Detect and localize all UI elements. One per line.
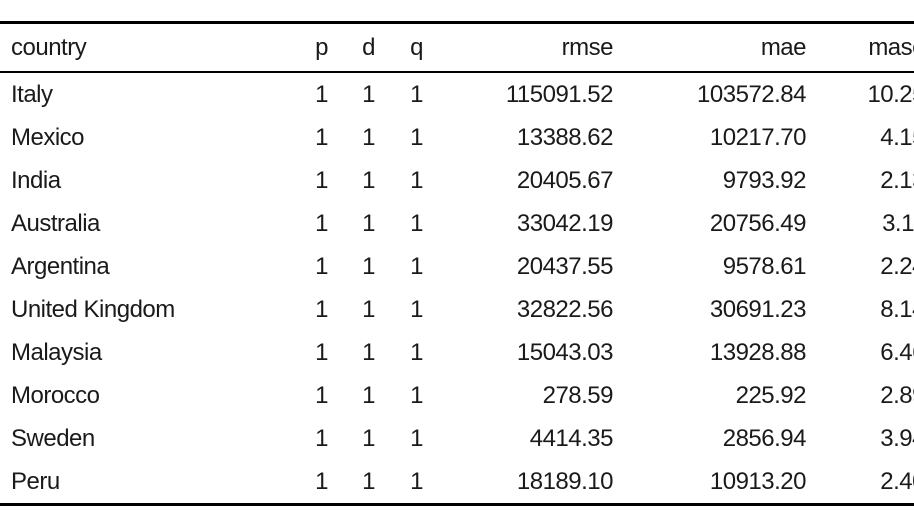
header-country: country: [11, 33, 87, 61]
header-mae: mae: [760, 33, 807, 61]
header-mase: mase: [868, 33, 914, 61]
cell-q: 1: [410, 338, 423, 366]
cell-q: 1: [410, 424, 423, 452]
cell-mase: 2.24: [880, 252, 914, 280]
cell-rmse: 4414.35: [529, 424, 614, 452]
cell-mae: 2856.94: [722, 424, 807, 452]
cell-mae: 225.92: [735, 381, 807, 409]
results-table-container: country p d q rmse mae mase Italy 1 1 1 …: [0, 21, 914, 506]
cell-rmse: 32822.56: [516, 295, 614, 323]
table-row: United Kingdom 1 1 1 32822.56 30691.23 8…: [0, 288, 914, 331]
cell-p: 1: [315, 467, 328, 495]
header-d: d: [362, 33, 375, 61]
cell-d: 1: [362, 338, 375, 366]
cell-d: 1: [362, 295, 375, 323]
table-row: Italy 1 1 1 115091.52 103572.84 10.25: [0, 72, 914, 116]
table-row: India 1 1 1 20405.67 9793.92 2.13: [0, 159, 914, 202]
cell-mase: 6.46: [880, 338, 914, 366]
table-row: Sweden 1 1 1 4414.35 2856.94 3.94: [0, 417, 914, 460]
cell-p: 1: [315, 424, 328, 452]
cell-rmse: 13388.62: [516, 123, 614, 151]
cell-mae: 10217.70: [709, 123, 807, 151]
cell-d: 1: [362, 80, 375, 108]
table-row: Mexico 1 1 1 13388.62 10217.70 4.15: [0, 116, 914, 159]
cell-country: Sweden: [11, 424, 95, 452]
cell-mae: 103572.84: [697, 80, 806, 108]
header-p: p: [315, 33, 328, 61]
cell-country: Morocco: [11, 381, 100, 409]
header-q: q: [410, 33, 423, 61]
cell-country: Malaysia: [11, 338, 102, 366]
cell-mae: 10913.20: [709, 467, 807, 495]
cell-q: 1: [410, 80, 423, 108]
cell-p: 1: [315, 381, 328, 409]
cell-rmse: 18189.10: [516, 467, 614, 495]
cell-rmse: 278.59: [542, 381, 614, 409]
header-row: country p d q rmse mae mase: [0, 22, 914, 72]
cell-mase: 2.13: [880, 166, 914, 194]
cell-p: 1: [315, 338, 328, 366]
cell-p: 1: [315, 80, 328, 108]
cell-q: 1: [410, 381, 423, 409]
cell-p: 1: [315, 166, 328, 194]
cell-p: 1: [315, 252, 328, 280]
cell-rmse: 15043.03: [516, 338, 614, 366]
cell-q: 1: [410, 123, 423, 151]
cell-q: 1: [410, 166, 423, 194]
cell-rmse: 20437.55: [516, 252, 614, 280]
cell-country: Argentina: [11, 252, 110, 280]
cell-mase: 2.89: [880, 381, 914, 409]
cell-q: 1: [410, 252, 423, 280]
cell-mase: 4.15: [880, 123, 914, 151]
cell-mae: 9578.61: [722, 252, 807, 280]
cell-mae: 9793.92: [722, 166, 807, 194]
cell-d: 1: [362, 381, 375, 409]
cell-mase: 3.94: [880, 424, 914, 452]
cell-mase: 3.11: [882, 209, 914, 237]
cell-mase: 10.25: [867, 80, 914, 108]
cell-q: 1: [410, 467, 423, 495]
cell-country: Mexico: [11, 123, 85, 151]
cell-country: Peru: [11, 467, 60, 495]
cell-rmse: 33042.19: [516, 209, 614, 237]
cell-d: 1: [362, 252, 375, 280]
header-rmse: rmse: [561, 33, 614, 61]
cell-p: 1: [315, 123, 328, 151]
cell-mase: 2.40: [880, 467, 914, 495]
table-row: Argentina 1 1 1 20437.55 9578.61 2.24: [0, 245, 914, 288]
cell-rmse: 115091.52: [505, 80, 614, 108]
cell-mae: 13928.88: [709, 338, 807, 366]
table-header: country p d q rmse mae mase: [0, 22, 914, 72]
cell-country: India: [11, 166, 61, 194]
cell-q: 1: [410, 295, 423, 323]
cell-mase: 8.14: [880, 295, 914, 323]
cell-d: 1: [362, 209, 375, 237]
cell-country: Italy: [11, 80, 53, 108]
table-body: Italy 1 1 1 115091.52 103572.84 10.25 Me…: [0, 72, 914, 505]
cell-d: 1: [362, 123, 375, 151]
table-row: Peru 1 1 1 18189.10 10913.20 2.40: [0, 460, 914, 505]
table-row: Malaysia 1 1 1 15043.03 13928.88 6.46: [0, 331, 914, 374]
table-row: Australia 1 1 1 33042.19 20756.49 3.11: [0, 202, 914, 245]
cell-d: 1: [362, 166, 375, 194]
cell-country: Australia: [11, 209, 100, 237]
table-row: Morocco 1 1 1 278.59 225.92 2.89: [0, 374, 914, 417]
cell-mae: 20756.49: [709, 209, 807, 237]
cell-p: 1: [315, 295, 328, 323]
cell-p: 1: [315, 209, 328, 237]
cell-d: 1: [362, 424, 375, 452]
cell-q: 1: [410, 209, 423, 237]
cell-d: 1: [362, 467, 375, 495]
cell-rmse: 20405.67: [516, 166, 614, 194]
results-table: country p d q rmse mae mase Italy 1 1 1 …: [0, 21, 914, 506]
cell-country: United Kingdom: [11, 295, 175, 323]
cell-mae: 30691.23: [709, 295, 807, 323]
